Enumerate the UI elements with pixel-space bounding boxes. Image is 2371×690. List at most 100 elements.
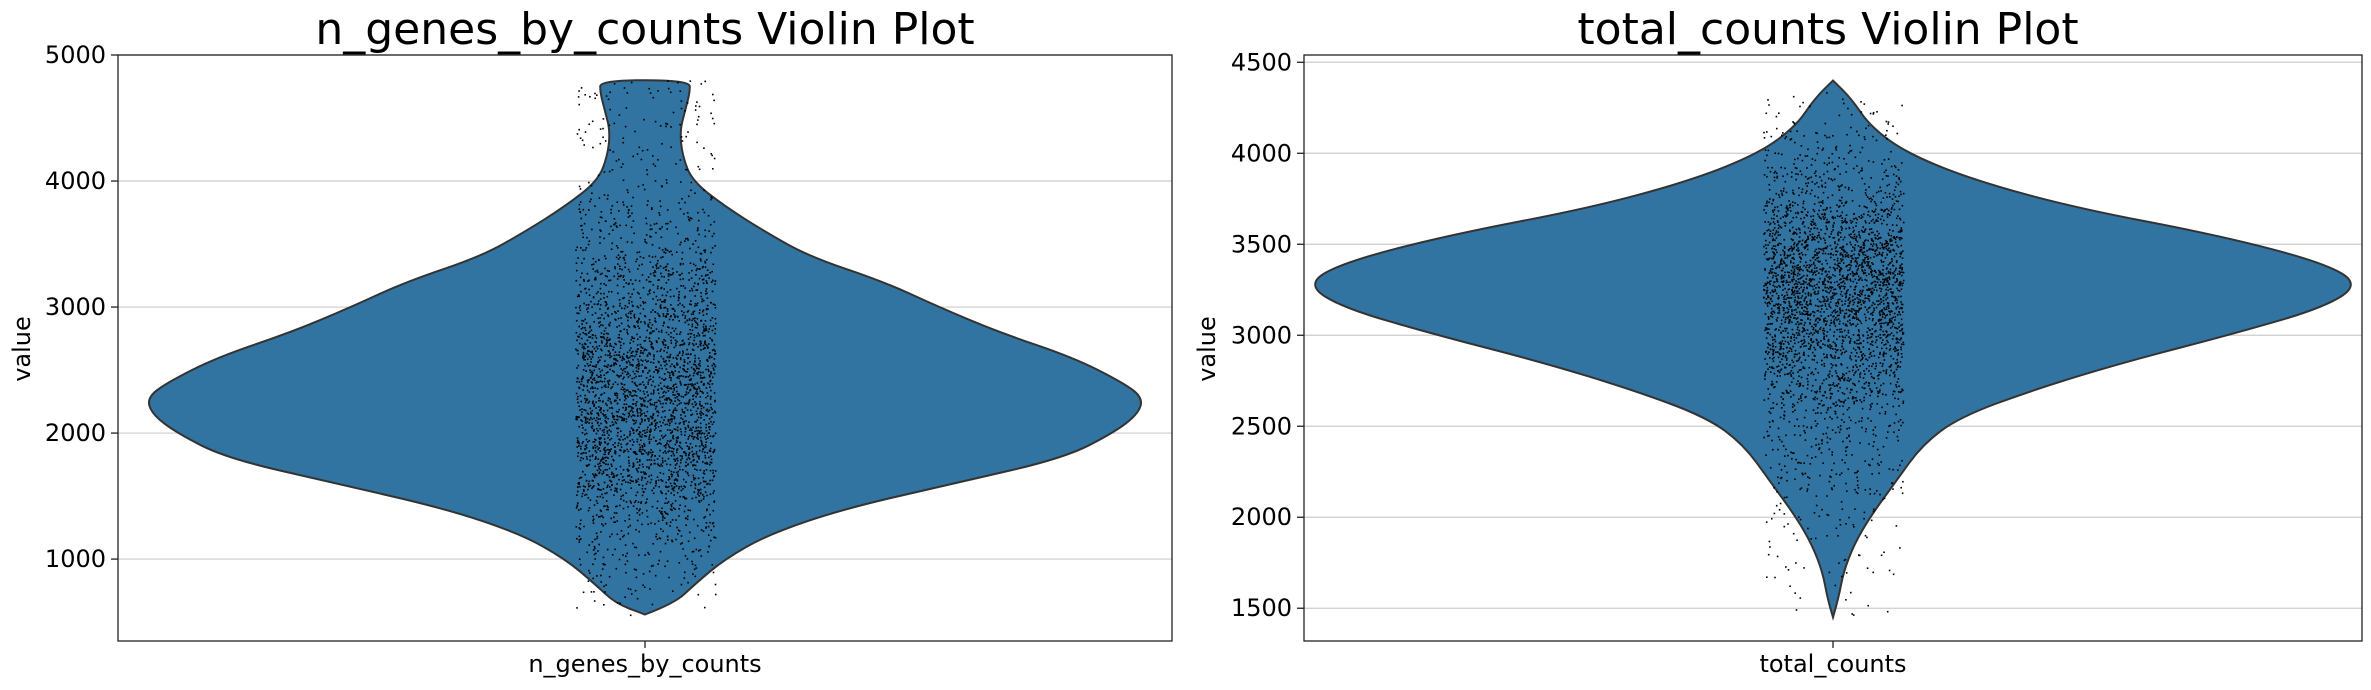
strip-point (579, 409, 581, 411)
strip-point (663, 445, 666, 447)
strip-point (700, 426, 702, 429)
strip-point (1896, 244, 1898, 247)
strip-point (627, 333, 629, 335)
strip-point (598, 221, 600, 224)
strip-point (667, 490, 670, 492)
strip-point (683, 451, 685, 454)
strip-point (711, 338, 713, 341)
strip-point (1898, 326, 1900, 328)
strip-point (1772, 256, 1775, 259)
strip-point (1787, 454, 1789, 457)
strip-point (1876, 490, 1878, 492)
strip-point (705, 430, 708, 432)
strip-point (612, 151, 615, 153)
strip-point (1896, 302, 1898, 304)
strip-point (624, 304, 627, 307)
strip-point (580, 383, 582, 386)
strip-point (714, 583, 717, 586)
strip-point (1799, 301, 1802, 303)
strip-point (670, 505, 673, 508)
strip-point (1851, 254, 1853, 257)
strip-point (683, 296, 686, 299)
strip-point (1857, 369, 1860, 371)
strip-point (713, 500, 716, 502)
strip-point (674, 400, 676, 402)
strip-point (694, 477, 697, 480)
strip-point (674, 339, 677, 342)
strip-point (1837, 262, 1840, 265)
strip-point (1892, 488, 1894, 490)
strip-point (677, 375, 679, 378)
strip-point (654, 270, 656, 272)
strip-point (635, 370, 638, 372)
strip-point (1880, 326, 1883, 329)
strip-point (642, 302, 645, 305)
strip-point (1884, 317, 1886, 319)
strip-point (1788, 321, 1790, 323)
strip-point (702, 330, 705, 332)
strip-point (1878, 454, 1881, 456)
strip-point (1843, 204, 1845, 207)
strip-point (585, 370, 588, 372)
strip-point (1888, 247, 1890, 250)
strip-point (1785, 215, 1787, 218)
strip-point (1839, 428, 1842, 431)
strip-point (682, 343, 684, 346)
strip-point (591, 192, 593, 194)
strip-point (625, 492, 627, 494)
strip-point (1868, 463, 1870, 466)
strip-point (576, 246, 578, 249)
strip-point (697, 165, 700, 168)
strip-point (656, 372, 659, 374)
strip-point (685, 383, 688, 386)
strip-point (687, 392, 690, 394)
strip-point (601, 393, 603, 395)
strip-point (625, 555, 627, 558)
strip-point (712, 521, 715, 524)
strip-point (630, 352, 633, 354)
strip-point (606, 340, 608, 342)
strip-point (706, 297, 709, 299)
strip-point (599, 142, 602, 145)
strip-point (663, 360, 665, 363)
strip-point (608, 434, 610, 436)
strip-point (626, 241, 629, 243)
strip-point (698, 168, 701, 171)
strip-point (686, 445, 689, 447)
strip-point (1857, 329, 1860, 331)
strip-point (593, 347, 596, 350)
strip-point (596, 496, 599, 498)
strip-point (1822, 343, 1824, 345)
strip-point (1845, 214, 1848, 216)
strip-point (1822, 209, 1825, 211)
strip-point (630, 427, 633, 429)
strip-point (659, 550, 662, 553)
strip-point (601, 523, 603, 525)
strip-point (618, 210, 620, 212)
strip-point (1768, 234, 1771, 237)
strip-point (1873, 275, 1875, 277)
strip-point (609, 149, 611, 151)
strip-point (680, 402, 682, 404)
strip-point (710, 198, 712, 201)
strip-point (695, 410, 698, 413)
strip-point (610, 437, 613, 440)
strip-point (663, 344, 665, 346)
strip-point (1791, 381, 1793, 383)
strip-point (662, 391, 664, 394)
strip-point (595, 292, 598, 295)
strip-point (631, 381, 634, 383)
strip-point (1774, 334, 1776, 337)
strip-point (626, 394, 628, 397)
strip-point (1867, 264, 1870, 267)
strip-point (1847, 274, 1849, 276)
strip-point (656, 458, 659, 460)
strip-point (1821, 149, 1824, 151)
strip-point (587, 488, 589, 491)
strip-point (648, 379, 650, 381)
strip-point (675, 458, 678, 460)
strip-point (698, 371, 700, 373)
strip-point (685, 353, 688, 356)
strip-point (1881, 365, 1884, 367)
strip-point (592, 400, 594, 403)
